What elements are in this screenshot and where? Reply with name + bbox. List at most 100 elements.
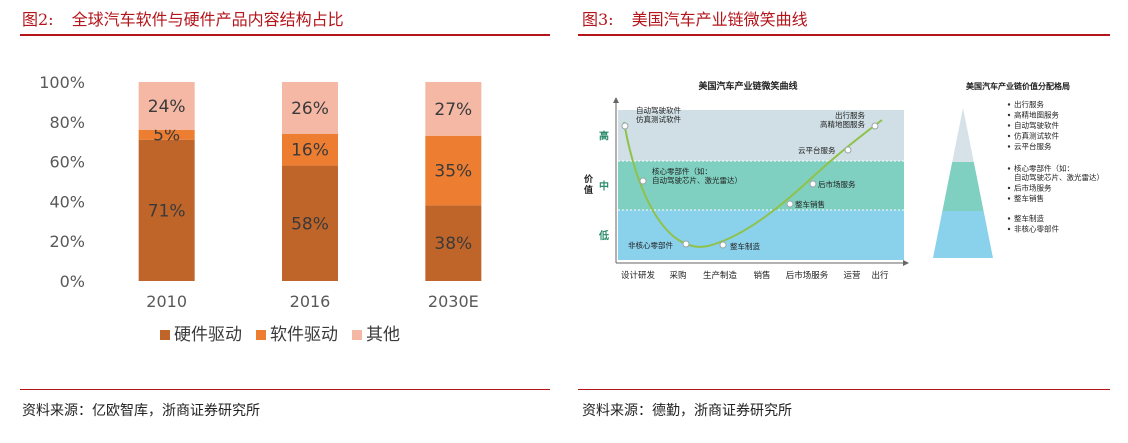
value-band [618, 161, 904, 210]
smile-chart-title: 美国汽车产业链微笑曲线 [698, 80, 797, 92]
x-tick-label: 设计研发 [621, 270, 656, 281]
figure2-number: 图2: [22, 10, 54, 29]
y-tick-label: 0% [60, 272, 85, 291]
band-label: 中 [599, 180, 609, 193]
legend-label: 软件驱动 [270, 325, 338, 345]
bar-segment [425, 82, 482, 136]
value-band [618, 110, 904, 161]
point-label: 后市场服务 [818, 179, 856, 189]
curve-point [871, 122, 879, 130]
figure3-title: 图3: 美国汽车产业链微笑曲线 [582, 6, 808, 30]
pyramid-tier [942, 162, 984, 211]
bullet-dot [1007, 217, 1011, 220]
x-tick-label: 2016 [290, 292, 331, 311]
bullet-dot [1007, 197, 1011, 200]
point-label: 自动驾驶软件仿真测试软件 [636, 105, 681, 124]
x-tick-label: 2010 [146, 292, 187, 311]
data-label: 38% [434, 234, 472, 254]
data-label: 5% [153, 126, 180, 146]
curve-point [682, 240, 690, 248]
x-tick-label: 2030E [428, 292, 479, 311]
bar-segment [138, 139, 195, 281]
pyramid-tier [933, 211, 993, 258]
point-label: 云平台服务 [798, 145, 836, 155]
curve-point [844, 146, 852, 154]
pyramid-tier [952, 108, 974, 162]
tier-item: 整车制造 [1014, 213, 1044, 223]
tier-item: 云平台服务 [1014, 141, 1052, 151]
tier-item: 出行服务 [1014, 99, 1044, 109]
bullet-dot [1007, 134, 1011, 138]
point-label: 出行服务高精地图服务 [820, 110, 865, 129]
tier-item: 非核心零部件 [1014, 224, 1059, 234]
y-tick-label: 40% [49, 192, 85, 211]
figure3-source-rule [578, 389, 1110, 390]
tier-item: 仿真测试软件 [1014, 131, 1059, 141]
figure2-source: 资料来源：亿欧智库，浙商证券研究所 [22, 403, 260, 419]
value-band [618, 210, 904, 260]
x-tick-label: 出行 [871, 270, 889, 281]
figure2-source-rule [20, 389, 550, 390]
x-axis-arrow [903, 260, 909, 266]
data-label: 24% [148, 97, 186, 117]
point-label: 核心零部件（如：自动驾驶芯片、激光雷达） [652, 166, 742, 185]
data-label: 26% [291, 99, 329, 119]
bullet-dot [1007, 167, 1011, 170]
curve-point [621, 122, 629, 130]
data-label: 35% [434, 162, 472, 182]
legend-swatch [256, 330, 266, 340]
band-label: 高 [599, 130, 609, 143]
curve-point [809, 180, 817, 188]
x-tick-label: 生产制造 [703, 270, 738, 281]
tier-item: 整车销售 [1014, 193, 1044, 203]
tier-item: 自动驾驶软件 [1014, 120, 1059, 130]
y-tick-label: 100% [39, 73, 85, 92]
bar-segment [282, 165, 338, 281]
tier-item: 后市场服务 [1014, 183, 1052, 193]
bar-segment [138, 129, 195, 140]
band-label: 低 [598, 229, 609, 242]
legend-label: 硬件驱动 [174, 325, 242, 345]
x-tick-label: 采购 [669, 270, 686, 281]
legend-swatch [352, 330, 362, 340]
x-tick-label: 销售 [753, 270, 770, 281]
point-label: 整车销售 [795, 199, 825, 209]
curve-point [719, 241, 727, 249]
bar-segment [282, 133, 338, 166]
figure3-source: 资料来源：德勤，浙商证券研究所 [582, 403, 792, 419]
figure3-title-text: 美国汽车产业链微笑曲线 [631, 10, 808, 29]
bullet-dot [1007, 103, 1011, 106]
point-label: 非核心零部件 [628, 240, 673, 250]
data-label: 58% [291, 214, 329, 234]
bullet-dot [1007, 145, 1011, 148]
y-tick-label: 80% [49, 113, 85, 132]
figure3-title-rule [578, 34, 1110, 36]
y-axis-label: 价值 [584, 174, 594, 196]
bar-segment [425, 205, 482, 281]
bar-segment [138, 82, 195, 130]
curve-point [639, 177, 647, 185]
figure2-title: 图2: 全球汽车软件与硬件产品内容结构占比 [22, 6, 344, 30]
figure2-title-rule [20, 34, 550, 36]
pyramid-title: 美国汽车产业链价值分配格局 [966, 81, 1070, 91]
bar-segment [425, 135, 482, 206]
bullet-dot [1007, 124, 1011, 127]
y-tick-label: 60% [49, 153, 85, 172]
bullet-dot [1007, 113, 1011, 117]
data-label: 16% [291, 141, 329, 161]
figure3-number: 图3: [582, 10, 614, 29]
curve-point [786, 200, 794, 208]
stacked-bar-chart: 0% 20% 40% 60% 80% 100% 71% 5% 24% 2010 58% 16% 26% 2… [39, 73, 482, 345]
figure2-title-text: 全球汽车软件与硬件产品内容结构占比 [71, 10, 344, 29]
bullet-dot [1007, 227, 1011, 231]
bar-segment [282, 82, 338, 134]
point-label: 整车制造 [730, 241, 760, 251]
bullet-dot [1007, 186, 1011, 190]
y-axis-arrow [613, 97, 619, 103]
data-label: 27% [434, 100, 472, 120]
legend-swatch [160, 330, 170, 340]
value-distribution-pyramid: 美国汽车产业链价值分配格局出行服务高精地图服务自动驾驶软件仿真测试软件云平台服务… [933, 81, 1104, 258]
x-tick-label: 后市场服务 [786, 270, 829, 281]
tier-item: 核心零部件（如：自动驾驶芯片、激光雷达） [1014, 163, 1104, 182]
